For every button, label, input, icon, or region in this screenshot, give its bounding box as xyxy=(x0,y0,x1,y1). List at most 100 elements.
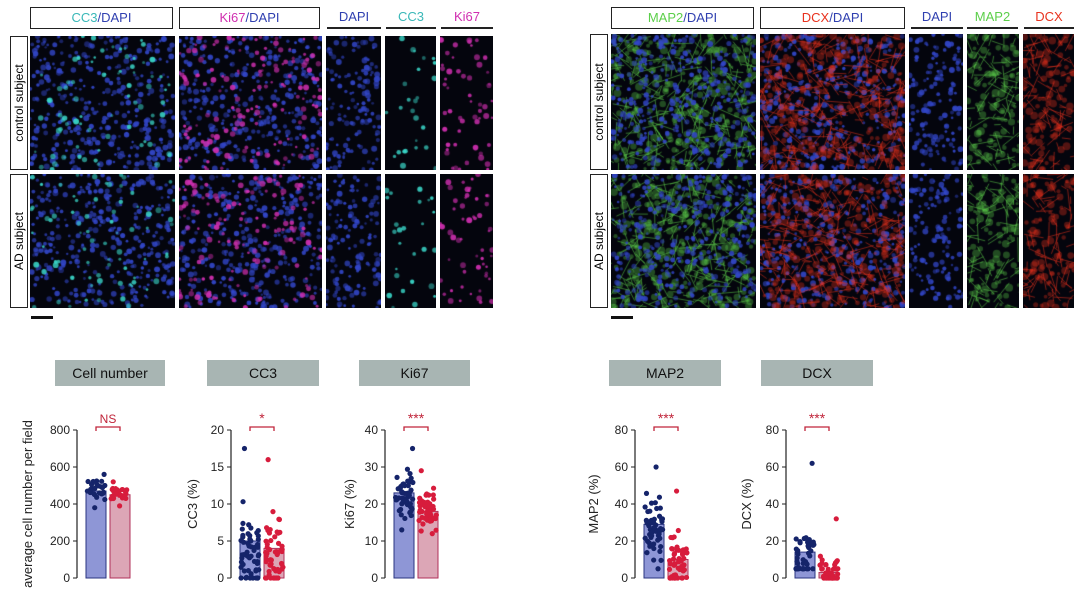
data-point-ad xyxy=(111,486,118,492)
y-axis-label: Ki67 (%) xyxy=(342,479,357,529)
data-point-ad xyxy=(667,561,674,567)
data-point-control xyxy=(239,555,245,561)
data-point-ad xyxy=(268,575,274,581)
data-point-control xyxy=(248,525,254,531)
data-point-ad xyxy=(417,509,423,515)
data-point-control xyxy=(659,517,665,523)
data-point-ad xyxy=(416,517,422,524)
data-point-control xyxy=(647,508,653,514)
data-point-ad xyxy=(267,562,273,568)
chart-ki67: 0 10 20 30 40 Ki67 (%) *** xyxy=(342,410,439,585)
data-point-control xyxy=(646,520,652,526)
data-point-control xyxy=(649,529,655,535)
micrograph-dcx-dapi-ad xyxy=(760,174,905,308)
header-underline xyxy=(1024,27,1074,29)
data-point-ad xyxy=(272,549,278,555)
header-text: Ki67 xyxy=(219,10,246,25)
data-point-control xyxy=(644,550,650,556)
data-point-control xyxy=(398,506,404,513)
header-map2-dapi: MAP2/DAPI xyxy=(611,7,754,29)
data-point-control xyxy=(91,491,97,497)
data-point-ad xyxy=(268,557,274,563)
header-underline xyxy=(911,27,963,29)
data-point-control xyxy=(256,567,262,573)
micrograph-canvas xyxy=(179,174,322,308)
data-point-control xyxy=(255,541,261,548)
data-point-control xyxy=(645,538,651,544)
micrograph-ki67-ad xyxy=(440,174,493,308)
data-point-ad xyxy=(684,549,690,556)
micrograph-dapi-ad xyxy=(909,174,963,308)
data-point-control xyxy=(255,553,261,559)
micrograph-dapi-ad xyxy=(326,174,381,308)
y-tick-label: 80 xyxy=(615,423,629,437)
data-point-ad xyxy=(825,566,831,572)
micrograph-canvas xyxy=(760,34,905,170)
significance-bracket xyxy=(95,426,121,431)
micrograph-ki67-dapi-control xyxy=(179,36,322,170)
data-point-control xyxy=(795,566,801,572)
data-point-ad xyxy=(277,529,283,535)
data-point-control xyxy=(800,557,806,563)
data-point-control xyxy=(238,537,244,544)
micrograph-cc3-ad xyxy=(385,174,436,308)
micrograph-canvas xyxy=(909,34,963,170)
micrograph-canvas xyxy=(1023,174,1074,308)
chart-title-ki67: Ki67 xyxy=(359,360,470,386)
data-point-control xyxy=(658,557,664,563)
y-tick-label: 20 xyxy=(211,423,225,437)
micrograph-ki67-control xyxy=(440,36,493,170)
micrograph-canvas xyxy=(385,174,436,308)
data-point-ad xyxy=(117,503,123,509)
data-point-ad xyxy=(823,562,829,568)
data-point-control xyxy=(807,553,813,559)
data-point-control xyxy=(809,460,815,466)
data-point-ad xyxy=(431,496,437,502)
micrograph-map2-dapi-control xyxy=(611,34,756,170)
header-text: /DAPI xyxy=(97,10,132,25)
row-label-ad: AD subject xyxy=(10,174,28,308)
chart-title-dcx: DCX xyxy=(761,360,873,386)
data-point-control xyxy=(399,495,405,501)
data-point-ad xyxy=(673,488,680,494)
data-point-ad xyxy=(430,492,436,498)
data-point-control xyxy=(402,515,408,522)
data-point-control xyxy=(658,543,664,550)
data-point-control xyxy=(794,555,800,561)
header-text: /DAPI xyxy=(245,10,280,25)
bar-control xyxy=(85,490,107,579)
data-point-control xyxy=(651,525,657,531)
header-underline xyxy=(386,27,436,29)
data-point-control xyxy=(651,541,657,547)
y-tick-label: 5 xyxy=(217,534,224,548)
data-point-ad xyxy=(270,509,276,515)
micrograph-canvas xyxy=(760,174,905,308)
data-point-ad xyxy=(273,568,279,574)
data-point-control xyxy=(92,505,98,511)
data-point-control xyxy=(651,557,657,563)
significance-bracket xyxy=(653,426,679,431)
data-point-control xyxy=(238,575,244,581)
header-dapi: DAPI xyxy=(338,9,370,24)
data-point-control xyxy=(399,501,405,507)
micrograph-canvas xyxy=(385,36,436,170)
data-point-ad xyxy=(429,531,435,537)
header-text: /DAPI xyxy=(683,10,718,25)
y-tick-label: 0 xyxy=(217,571,224,585)
micrograph-dcx-ad xyxy=(1023,174,1074,308)
data-point-ad xyxy=(262,575,269,581)
data-point-ad xyxy=(418,528,424,534)
chart-cc3: 0 5 10 15 20 CC3 (%) * xyxy=(185,410,286,585)
data-point-ad xyxy=(680,550,686,557)
significance-label: *** xyxy=(658,410,675,426)
y-tick-label: 80 xyxy=(766,423,780,437)
data-point-control xyxy=(101,471,107,477)
data-point-ad xyxy=(432,515,439,522)
header-ki67-dapi: Ki67/DAPI xyxy=(179,7,320,29)
significance-label: *** xyxy=(408,410,425,426)
data-point-control xyxy=(653,464,659,470)
header-dcx-dapi: DCX/DAPI xyxy=(760,7,905,29)
data-point-control xyxy=(405,478,411,484)
data-point-control xyxy=(803,535,809,541)
